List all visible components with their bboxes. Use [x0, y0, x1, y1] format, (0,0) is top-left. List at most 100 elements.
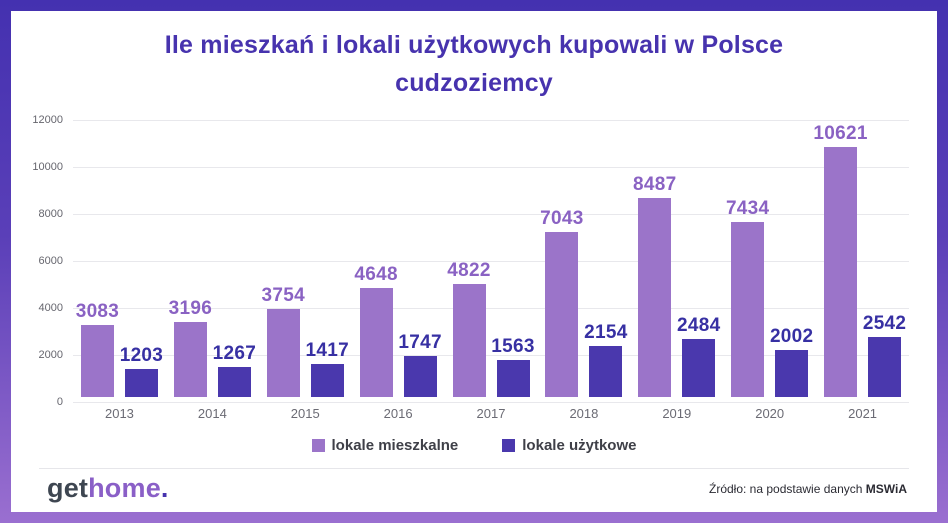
- bar-column: 7043: [540, 120, 583, 397]
- legend-swatch-icon: [502, 439, 516, 452]
- bar-lokale-mieszkalne-2016: [359, 287, 393, 397]
- y-axis-tick: 8000: [38, 208, 63, 220]
- footer: gethome. Źródło: na podstawie danych MSW…: [39, 468, 909, 512]
- y-axis-tick: 10000: [32, 161, 63, 173]
- bar-group-2019: 8487 2484 2019: [630, 120, 723, 421]
- bar-lokale-mieszkalne-2017: [452, 283, 486, 397]
- bar-value-label: 10621: [813, 123, 868, 145]
- bar-lokale-mieszkalne-2019: [638, 197, 672, 397]
- bar-column: 1203: [120, 120, 163, 397]
- bar-value-label: 4822: [447, 259, 491, 281]
- bar-column: 1747: [398, 120, 442, 397]
- bar-value-label: 2542: [862, 313, 907, 335]
- bar-value-label: 1747: [398, 331, 442, 353]
- logo-text-home: home: [88, 473, 161, 503]
- y-axis-tick: 4000: [38, 302, 63, 314]
- x-axis-tick: 2020: [755, 406, 785, 421]
- bar-value-label: 1203: [119, 344, 164, 366]
- bar-column: 1417: [305, 120, 349, 397]
- bar-value-label: 3754: [261, 284, 305, 306]
- bar-column: 4822: [447, 120, 490, 397]
- bar-lokale-użytkowe-2014: [217, 367, 251, 397]
- bar-lokale-użytkowe-2021: [868, 337, 902, 397]
- bar-group-2020: 7434 2002 2020: [723, 120, 816, 421]
- bar-lokale-użytkowe-2013: [124, 368, 158, 397]
- bar-group-2014: 3196 1267 2014: [166, 120, 259, 421]
- gridline: [73, 308, 909, 309]
- bar-lokale-mieszkalne-2015: [266, 308, 300, 397]
- bar-group-2017: 4822 1563 2017: [445, 120, 538, 421]
- gethome-logo: gethome.: [47, 473, 169, 504]
- chart-legend: lokale mieszkalne lokale użytkowe: [11, 437, 937, 454]
- bar-lokale-użytkowe-2020: [775, 349, 809, 397]
- bar-value-label: 8487: [633, 173, 677, 195]
- bar-column: 8487: [633, 120, 676, 397]
- bar-lokale-mieszkalne-2014: [173, 321, 207, 397]
- bar-lokale-użytkowe-2017: [496, 360, 530, 397]
- bar-value-label: 2002: [769, 325, 814, 347]
- bar-value-label: 2154: [584, 322, 628, 344]
- logo-text-dot: .: [160, 473, 169, 503]
- bar-column: 4648: [354, 120, 398, 397]
- bar-lokale-użytkowe-2016: [403, 355, 437, 397]
- bar-group-2021: 10621 2542 2021: [813, 120, 909, 421]
- legend-label: lokale mieszkalne: [331, 437, 459, 454]
- bar-column: 2002: [770, 120, 813, 397]
- bar-value-label: 7043: [540, 207, 584, 229]
- x-axis-tick: 2017: [476, 406, 506, 421]
- x-axis-tick: 2021: [848, 406, 878, 421]
- bar-column: 7434: [726, 120, 769, 397]
- gridline: [73, 214, 909, 215]
- bar-column: 3083: [76, 120, 119, 397]
- x-axis-tick: 2015: [290, 406, 320, 421]
- source-note: Źródło: na podstawie danych MSWiA: [709, 482, 907, 496]
- gridline: [73, 261, 909, 262]
- legend-item: lokale mieszkalne: [311, 437, 459, 454]
- chart-bars: 3083 1203 2013 3196 1267 2014 3754 1417 2015 4648…: [73, 120, 909, 422]
- legend-item: lokale użytkowe: [502, 437, 636, 454]
- x-axis-tick: 2014: [197, 406, 227, 421]
- x-axis-tick: 2019: [662, 406, 692, 421]
- bar-value-label: 3083: [75, 300, 120, 322]
- bar-value-label: 1417: [305, 339, 349, 361]
- chart-grid: 0 2000 4000 6000 8000 10000 12000: [32, 114, 909, 408]
- bar-value-label: 3196: [168, 297, 213, 319]
- y-axis-tick: 0: [56, 396, 63, 408]
- logo-text-get: get: [47, 473, 89, 503]
- legend-label: lokale użytkowe: [522, 437, 637, 454]
- bar-chart: 0 2000 4000 6000 8000 10000 12000 3083 1203 2013…: [32, 114, 909, 422]
- bar-lokale-mieszkalne-2021: [824, 147, 858, 397]
- bar-lokale-mieszkalne-2013: [80, 324, 114, 397]
- source-name: MSWiA: [865, 481, 907, 496]
- bar-lokale-mieszkalne-2018: [545, 231, 579, 397]
- x-axis-tick: 2013: [104, 406, 134, 421]
- legend-swatch-icon: [311, 439, 325, 452]
- y-axis-tick: 12000: [32, 114, 63, 126]
- bar-lokale-użytkowe-2019: [682, 338, 716, 397]
- bar-column: 2484: [677, 120, 720, 397]
- bar-column: 2154: [584, 120, 627, 397]
- x-axis-tick: 2016: [383, 406, 413, 421]
- page-title: Ile mieszkań i lokali użytkowych kupowal…: [164, 31, 784, 97]
- gridline: [73, 402, 909, 403]
- bar-column: 3754: [261, 120, 305, 397]
- bar-group-2015: 3754 1417 2015: [259, 120, 352, 421]
- bar-value-label: 7434: [725, 198, 770, 220]
- bar-column: 2542: [863, 120, 906, 397]
- y-axis-tick: 6000: [38, 255, 63, 267]
- bar-group-2013: 3083 1203 2013: [73, 120, 166, 421]
- bar-group-2016: 4648 1747 2016: [352, 120, 445, 421]
- bar-value-label: 2484: [677, 314, 721, 336]
- bar-lokale-użytkowe-2018: [589, 346, 623, 397]
- bar-column: 1267: [213, 120, 256, 397]
- bar-value-label: 1267: [212, 343, 257, 365]
- gridline: [73, 167, 909, 168]
- chart-card: Ile mieszkań i lokali użytkowych kupowal…: [11, 11, 937, 512]
- bar-group-2018: 7043 2154 2018: [537, 120, 630, 422]
- bar-column: 10621: [813, 120, 867, 397]
- x-axis-tick: 2018: [569, 406, 599, 421]
- gridline: [73, 355, 909, 356]
- bar-column: 3196: [169, 120, 212, 397]
- bar-column: 1563: [491, 120, 534, 397]
- y-axis-tick: 2000: [38, 349, 63, 361]
